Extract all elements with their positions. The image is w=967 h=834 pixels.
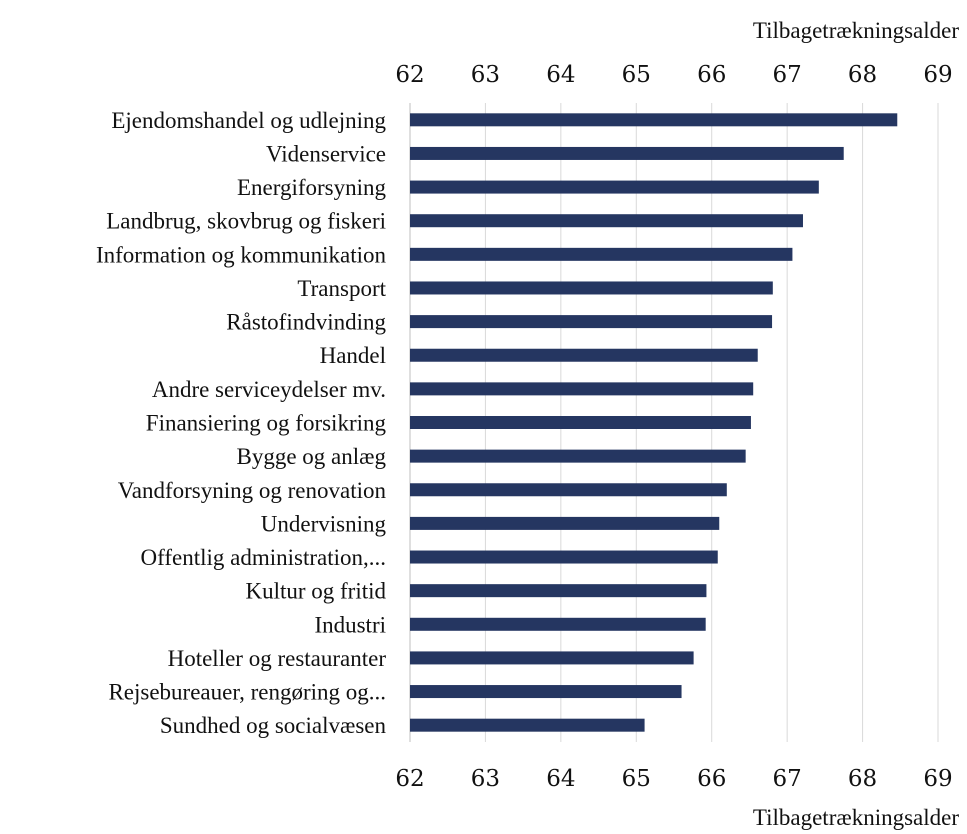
bottom-tick-label: 69	[923, 766, 952, 792]
top-tick-label: 66	[697, 62, 726, 88]
top-tick-label: 67	[773, 62, 802, 88]
category-label: Sundhed og socialvæsen	[160, 713, 387, 738]
bar	[410, 180, 819, 194]
top-tick-label: 62	[395, 62, 424, 88]
bar	[410, 214, 803, 228]
bottom-tick-label: 66	[697, 766, 726, 792]
category-label: Kultur og fritid	[245, 579, 386, 604]
bar	[410, 685, 682, 699]
category-label: Undervisning	[261, 511, 387, 536]
bar	[410, 416, 751, 429]
category-labels: Ejendomshandel og udlejning Videnservice E…	[96, 108, 387, 738]
bottom-tick-label: 63	[471, 766, 500, 792]
category-label: Ejendomshandel og udlejning	[111, 108, 386, 133]
bar	[410, 483, 727, 497]
bottom-axis-title: Tilbagetrækningsalder	[753, 805, 959, 830]
bar	[410, 348, 758, 362]
bar	[410, 516, 720, 530]
category-label: Energiforsyning	[237, 175, 387, 200]
category-label: Rejsebureauer, rengøring og...	[108, 680, 386, 705]
bar	[410, 617, 706, 631]
bar	[410, 584, 707, 598]
category-label: Offentlig administration,...	[140, 545, 386, 570]
bar	[410, 247, 793, 261]
bar	[410, 718, 645, 732]
category-label: Handel	[320, 343, 386, 368]
category-label: Finansiering og forsikring	[146, 411, 387, 436]
bottom-axis-tick-labels: 62 63 64 65 66 67 68 69	[395, 766, 952, 792]
bar	[410, 146, 844, 160]
bar	[410, 550, 718, 564]
top-tick-label: 63	[471, 62, 500, 88]
category-label: Andre serviceydelser mv.	[152, 377, 386, 402]
category-label: Hoteller og restauranter	[168, 646, 387, 671]
top-tick-label: 65	[622, 62, 651, 88]
bar	[410, 281, 773, 295]
bar	[410, 651, 694, 665]
bar	[410, 315, 773, 329]
top-axis-tick-labels: 62 63 64 65 66 67 68 69	[395, 62, 952, 88]
top-tick-label: 64	[546, 62, 575, 88]
top-axis-title: Tilbagetrækningsalder	[753, 18, 959, 43]
bottom-tick-label: 62	[395, 766, 424, 792]
category-label: Vandforsyning og renovation	[118, 478, 387, 503]
bar	[410, 382, 754, 396]
bar	[410, 113, 898, 127]
category-label: Råstofindvinding	[226, 310, 386, 335]
bars	[410, 113, 898, 732]
category-label: Information og kommunikation	[96, 242, 387, 267]
category-label: Videnservice	[266, 141, 386, 166]
bar	[410, 449, 746, 463]
bottom-tick-label: 67	[773, 766, 802, 792]
bottom-tick-label: 65	[622, 766, 651, 792]
category-label: Transport	[297, 276, 386, 301]
category-label: Landbrug, skovbrug og fiskeri	[106, 209, 386, 234]
top-tick-label: 68	[848, 62, 877, 88]
category-label: Bygge og anlæg	[237, 444, 387, 469]
top-tick-label: 69	[923, 62, 952, 88]
category-label: Industri	[314, 612, 386, 637]
bottom-tick-label: 68	[848, 766, 877, 792]
bottom-tick-label: 64	[546, 766, 575, 792]
